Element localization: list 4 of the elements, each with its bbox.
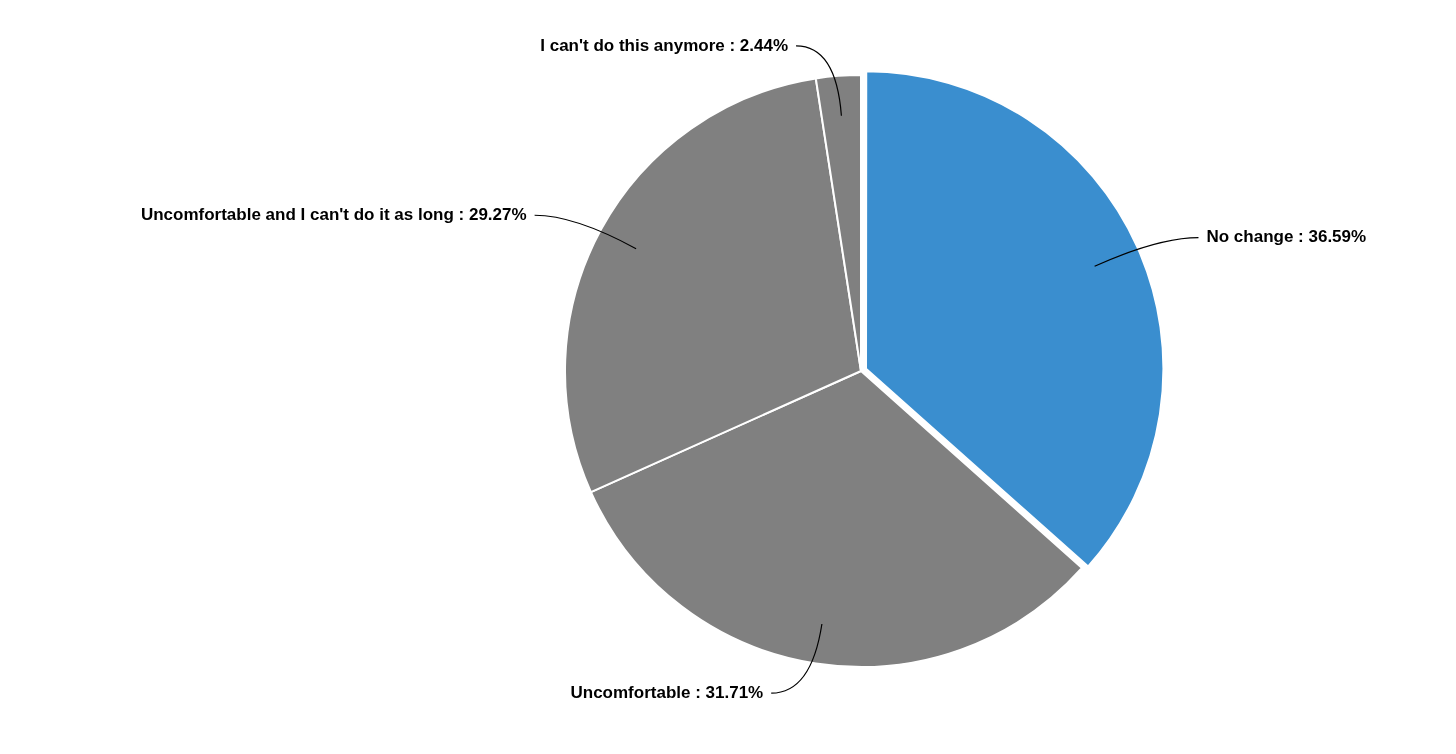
slice-label: Uncomfortable : 31.71% — [570, 682, 764, 702]
slice-label: No change : 36.59% — [1206, 227, 1367, 247]
slice-label: Uncomfortable and I can't do it as long : 29.27% — [140, 204, 527, 224]
slice-label: I can't do this anymore : 2.44% — [540, 35, 789, 55]
